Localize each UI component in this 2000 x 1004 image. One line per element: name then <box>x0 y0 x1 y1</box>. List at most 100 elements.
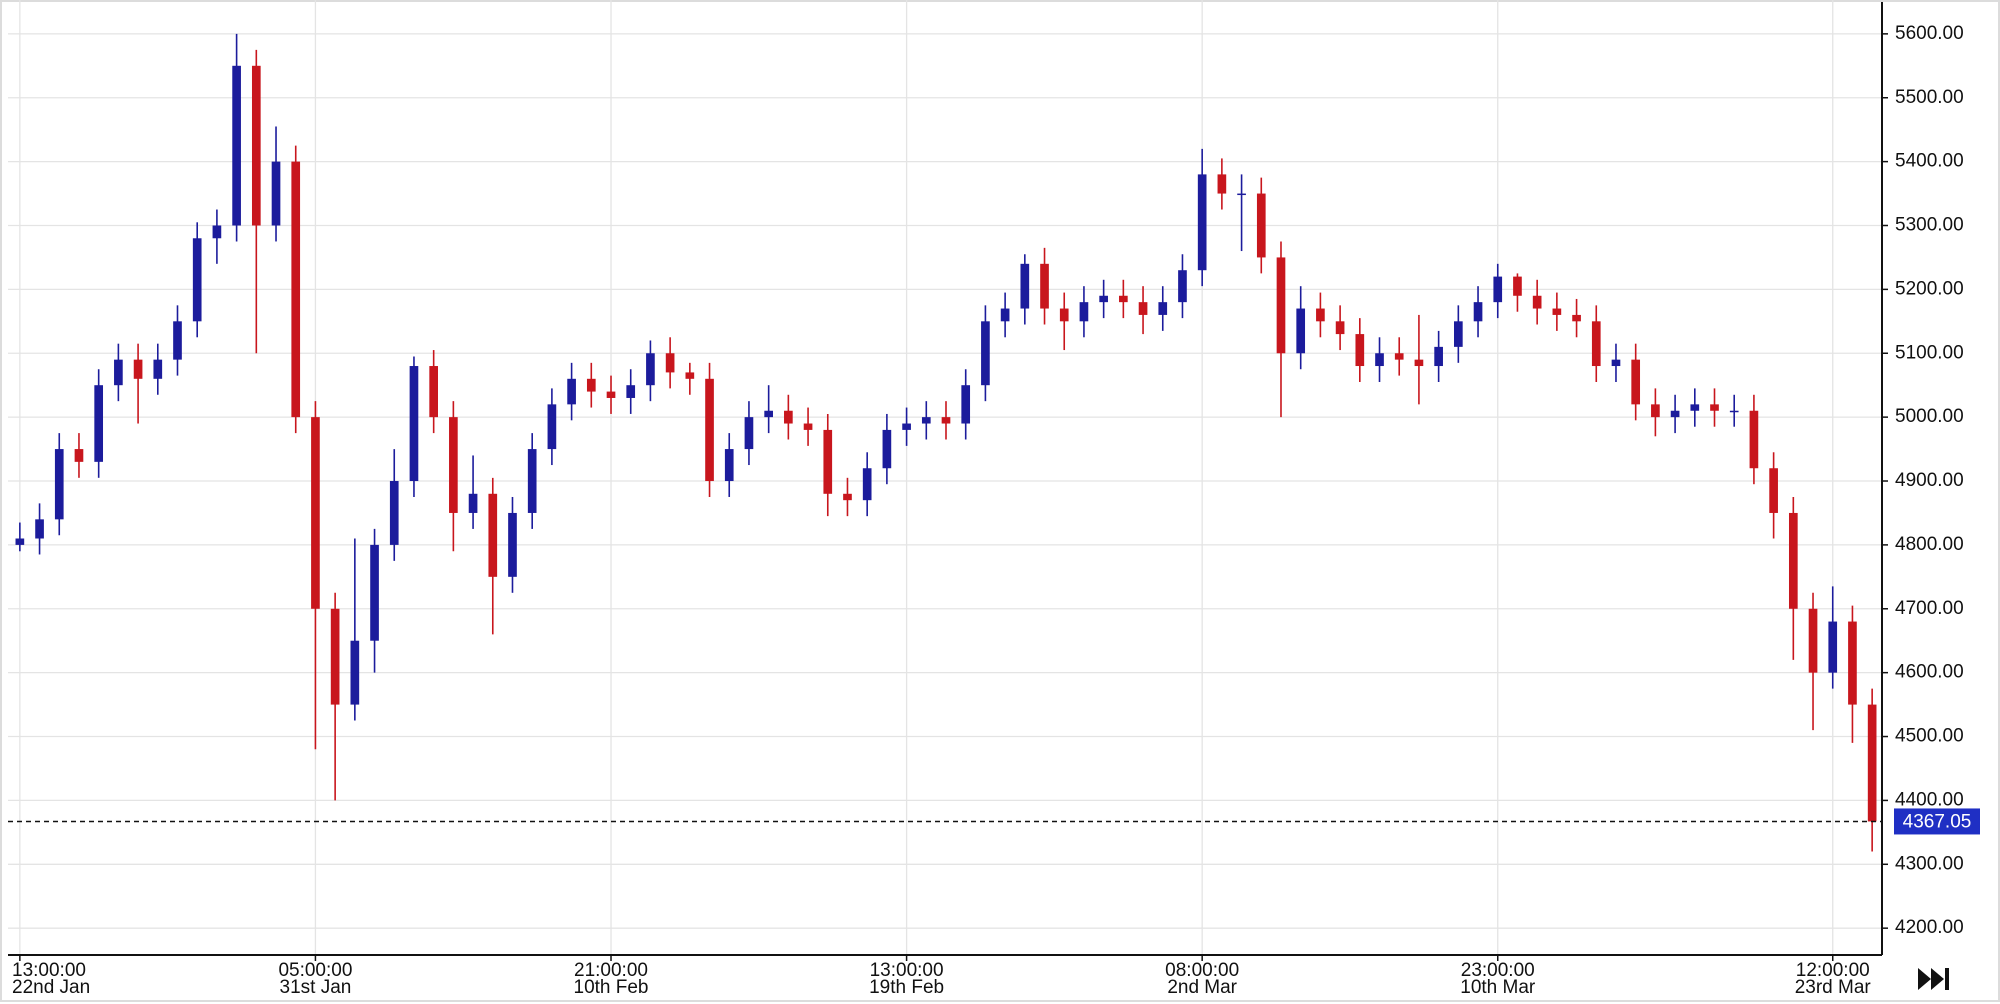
candle-body <box>547 404 557 450</box>
candle-body <box>882 429 892 469</box>
candles <box>8 33 1882 852</box>
candle-body <box>1591 321 1601 367</box>
candle-body <box>1552 308 1562 315</box>
y-tick-label: 4600.00 <box>1895 662 1964 683</box>
candle-body <box>902 423 911 430</box>
fast-forward-button[interactable] <box>1914 964 1956 994</box>
x-tick-date: 19th Feb <box>869 977 944 998</box>
last-price-label: 4367.05 <box>1903 811 1972 832</box>
candle-body <box>1099 295 1108 303</box>
candle-body <box>961 385 971 424</box>
y-tick-label: 5300.00 <box>1895 215 1964 236</box>
y-tick-label: 5100.00 <box>1895 342 1964 363</box>
y-tick-label: 4700.00 <box>1895 598 1964 619</box>
candle-body <box>784 410 793 424</box>
x-tick-date: 2nd Mar <box>1167 977 1237 998</box>
candle-body <box>429 366 438 418</box>
candle-body <box>468 493 478 513</box>
candle-body <box>685 372 695 379</box>
y-tick-label: 4800.00 <box>1895 534 1964 555</box>
candle-body <box>1394 353 1404 360</box>
candle-body <box>1867 704 1877 822</box>
x-tick-date: 23rd Mar <box>1795 977 1872 998</box>
candle-body <box>981 321 990 386</box>
candle-body <box>192 238 202 322</box>
candle-body <box>271 161 281 226</box>
candle-body <box>1611 359 1621 367</box>
candle-body <box>133 359 143 379</box>
candle-body <box>1158 302 1168 315</box>
candle-body <box>1316 308 1325 322</box>
candle-body <box>1670 410 1680 418</box>
x-tick-label: 21:00:00 <box>574 960 648 981</box>
candle-body <box>1729 410 1739 413</box>
candle-body <box>744 417 754 450</box>
candle-body <box>921 417 931 424</box>
candle-body <box>74 449 84 462</box>
icon-bar <box>1945 968 1949 990</box>
y-tick-label: 4500.00 <box>1895 726 1964 747</box>
candle-body <box>606 391 616 398</box>
candle-body <box>1493 276 1503 303</box>
candle-body <box>330 608 340 705</box>
candle-body <box>1138 302 1148 315</box>
y-tick-label: 5600.00 <box>1895 23 1964 44</box>
candle-body <box>843 493 852 501</box>
candle-body <box>1197 174 1207 271</box>
x-tick-label: 13:00:00 <box>870 960 944 981</box>
candle-body <box>291 161 301 418</box>
candle-body <box>251 65 261 226</box>
x-tick-label: 12:00:00 <box>1796 960 1870 981</box>
candle-body <box>1237 193 1246 196</box>
candle-body <box>646 353 655 386</box>
y-tick-label: 5400.00 <box>1895 151 1964 172</box>
x-tick-label: 13:00:00 <box>12 960 86 981</box>
candle-body <box>1769 468 1778 513</box>
candle-body <box>1296 308 1306 354</box>
candle-body <box>508 512 517 577</box>
candle-body <box>1059 308 1069 322</box>
x-tick-label: 08:00:00 <box>1165 960 1239 981</box>
candle-body <box>1375 353 1384 367</box>
y-tick-label: 5000.00 <box>1895 406 1964 427</box>
candle-body <box>212 225 222 239</box>
candle-body <box>1335 321 1345 335</box>
candle-body <box>35 519 44 539</box>
candle-body <box>1572 314 1581 322</box>
x-tick-date: 10th Feb <box>574 977 649 998</box>
icon-arrow <box>1931 968 1944 990</box>
candle-body <box>527 449 537 513</box>
candle-body <box>153 359 163 379</box>
candle-body <box>1473 302 1483 322</box>
candle-body <box>1256 193 1266 258</box>
candle-body <box>1217 174 1227 194</box>
candle-body <box>1178 270 1187 303</box>
candle-body <box>1276 257 1286 354</box>
candle-body <box>1532 295 1542 309</box>
candle-body <box>665 353 675 373</box>
candle-body <box>1079 302 1089 322</box>
y-tick-label: 5200.00 <box>1895 278 1964 299</box>
candle-body <box>1690 404 1700 411</box>
candle-body <box>862 468 872 501</box>
y-tick-label: 4400.00 <box>1895 789 1964 810</box>
candle-body <box>803 423 813 430</box>
candle-body <box>1020 263 1030 309</box>
candle-body <box>15 538 25 545</box>
candle-body <box>449 417 458 513</box>
candle-body <box>1651 404 1660 418</box>
candle-body <box>705 378 714 482</box>
candle-body <box>941 417 951 424</box>
candle-body <box>1710 404 1719 411</box>
candle-body <box>311 417 320 609</box>
candle-body <box>1000 308 1010 322</box>
y-tick-label: 4200.00 <box>1895 917 1964 938</box>
x-tick-date: 10th Mar <box>1460 977 1536 998</box>
x-tick-date: 22nd Jan <box>12 977 90 998</box>
candle-body <box>488 493 498 577</box>
candle-body <box>350 640 360 705</box>
candle-body <box>1828 621 1838 673</box>
